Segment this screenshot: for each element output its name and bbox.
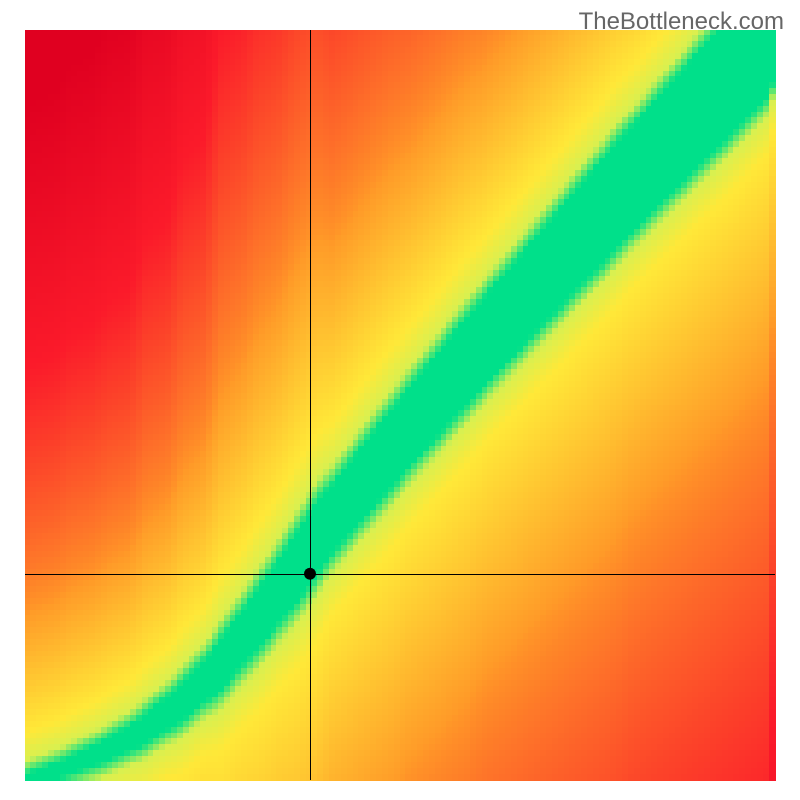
chart-container: TheBottleneck.com [0, 0, 800, 800]
heatmap-canvas [0, 0, 800, 800]
watermark-text: TheBottleneck.com [579, 8, 784, 36]
